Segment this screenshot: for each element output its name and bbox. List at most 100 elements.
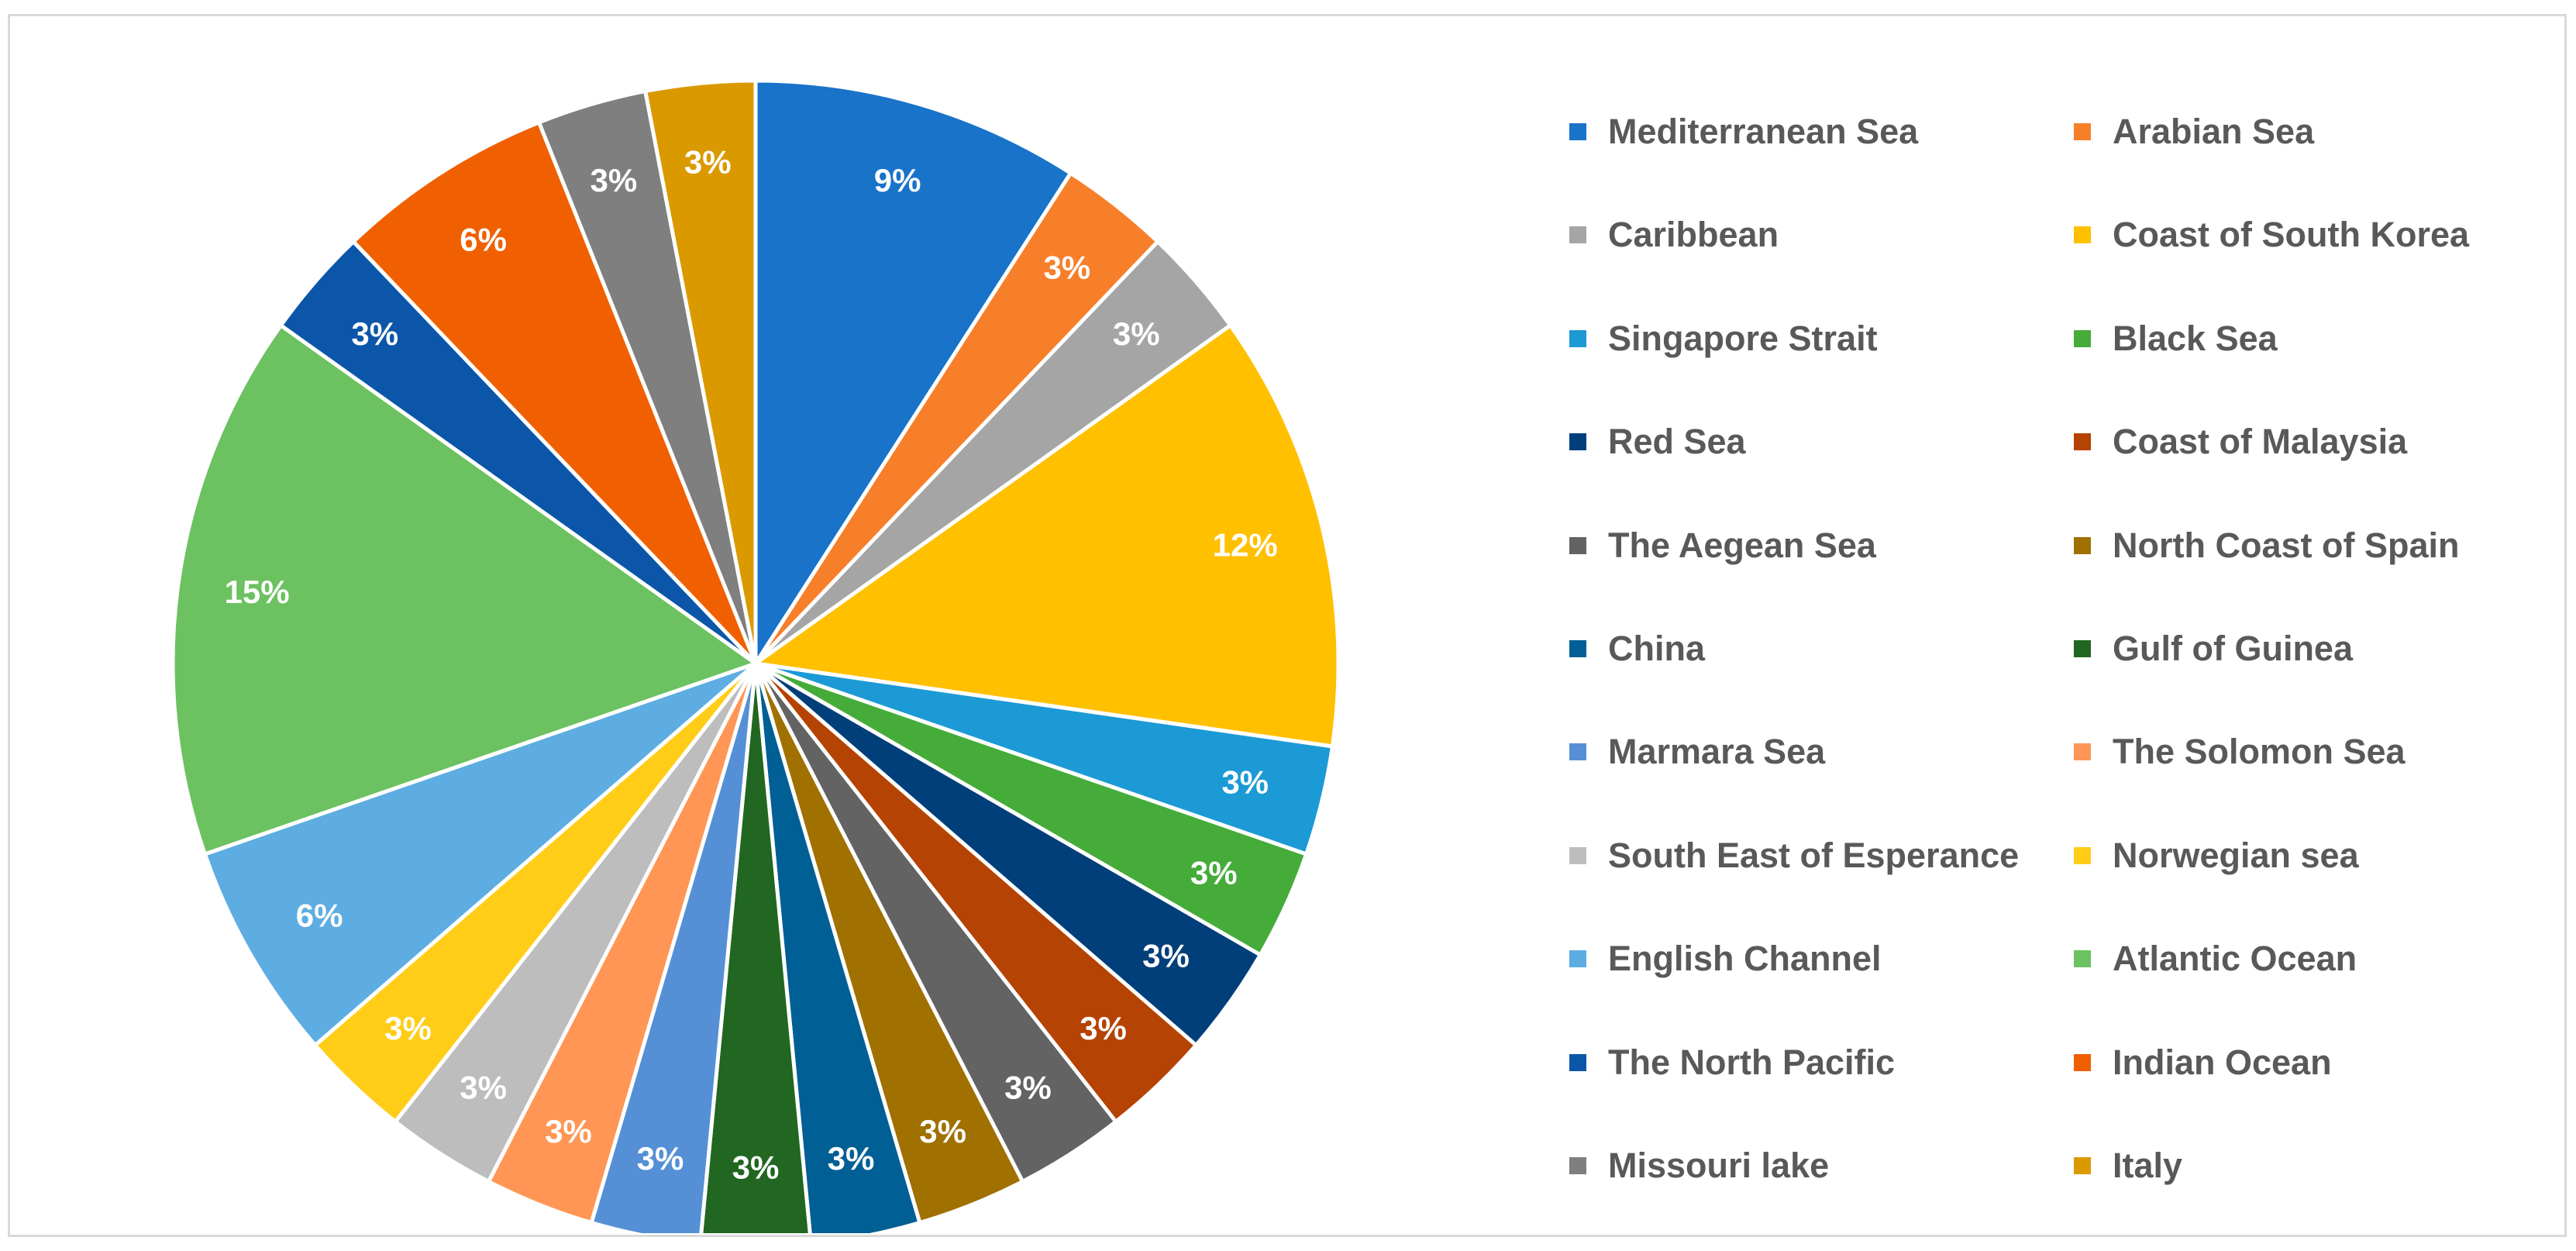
pie-slice-labels: 9% 3% 3% 12% 3% 3% 3% 3% 3% 3% 3% 3% 3% 3% 3% 3% 6% 15% 3%… bbox=[225, 143, 1278, 1185]
legend-swatch bbox=[1569, 743, 1586, 761]
legend-item: Coast of Malaysia bbox=[2074, 418, 2554, 521]
slice-data-label: 6% bbox=[296, 898, 343, 934]
legend-item: Norwegian sea bbox=[2074, 832, 2554, 935]
slice-data-label: 6% bbox=[460, 222, 507, 258]
legend-label: South East of Esperance bbox=[1608, 835, 2020, 875]
legend-item: Gulf of Guinea bbox=[2074, 625, 2554, 728]
legend-label: Coast of Malaysia bbox=[2113, 422, 2408, 462]
legend-item: Red Sea bbox=[1569, 418, 2074, 521]
slice-data-label: 3% bbox=[1190, 855, 1238, 891]
pie-slice bbox=[643, 78, 758, 666]
legend-item: Missouri lake bbox=[1569, 1142, 2074, 1245]
slice-data-label: 3% bbox=[591, 162, 638, 198]
legend-swatch bbox=[2074, 743, 2091, 761]
chart-frame: 9% 3% 3% 12% 3% 3% 3% 3% 3% 3% 3% 3% 3% 3% 3% 3% 6% 15% 3%… bbox=[8, 14, 2567, 1237]
legend-swatch bbox=[1569, 639, 1586, 657]
legend-label: The North Pacific bbox=[1608, 1042, 1896, 1082]
legend-swatch bbox=[2074, 1053, 2091, 1071]
legend-swatch bbox=[1569, 1053, 1586, 1071]
legend-label: China bbox=[1608, 628, 1706, 668]
pie-slice bbox=[699, 661, 812, 1233]
legend-item: South East of Esperance bbox=[1569, 832, 2074, 935]
slice-data-label: 15% bbox=[225, 574, 290, 610]
pie-chart: 9% 3% 3% 12% 3% 3% 3% 3% 3% 3% 3% 3% 3% 3% 3% 3% 6% 15% 3%… bbox=[170, 78, 1341, 1233]
legend-label: Gulf of Guinea bbox=[2113, 628, 2353, 668]
legend-label: Atlantic Ocean bbox=[2113, 939, 2357, 979]
slice-data-label: 3% bbox=[1043, 250, 1090, 286]
legend-swatch bbox=[1569, 226, 1586, 244]
legend-item: Caribbean bbox=[1569, 211, 2074, 314]
legend-label: English Channel bbox=[1608, 939, 1882, 979]
legend-item: The North Pacific bbox=[1569, 1039, 2074, 1142]
legend-label: Italy bbox=[2113, 1145, 2183, 1185]
legend-swatch bbox=[1569, 1156, 1586, 1174]
legend-label: Black Sea bbox=[2113, 318, 2278, 358]
pie-slice bbox=[170, 323, 758, 856]
legend-swatch bbox=[2074, 639, 2091, 657]
legend-label: Singapore Strait bbox=[1608, 318, 1878, 358]
slice-data-label: 3% bbox=[1004, 1069, 1052, 1105]
slice-data-label: 3% bbox=[1142, 938, 1190, 974]
legend-item: The Solomon Sea bbox=[2074, 728, 2554, 831]
slice-data-label: 3% bbox=[1221, 764, 1269, 801]
legend-label: The Aegean Sea bbox=[1608, 525, 1876, 565]
legend-swatch bbox=[2074, 226, 2091, 244]
legend-label: The Solomon Sea bbox=[2113, 732, 2406, 772]
slice-data-label: 9% bbox=[874, 162, 921, 198]
legend-item: North Coast of Spain bbox=[2074, 522, 2554, 625]
legend-label: Red Sea bbox=[1608, 422, 1746, 462]
chart-legend: Mediterranean Sea Arabian Sea Caribbean Coa… bbox=[1569, 108, 2561, 1245]
legend-swatch bbox=[1569, 950, 1586, 968]
legend-item: Mediterranean Sea bbox=[1569, 108, 2074, 211]
slice-data-label: 3% bbox=[637, 1140, 684, 1177]
legend-swatch bbox=[1569, 536, 1586, 554]
legend-label: Caribbean bbox=[1608, 215, 1779, 255]
pie-slice bbox=[753, 323, 1341, 749]
legend-label: Indian Ocean bbox=[2113, 1042, 2332, 1082]
legend-item: Black Sea bbox=[2074, 315, 2554, 418]
legend-item: The Aegean Sea bbox=[1569, 522, 2074, 625]
slice-data-label: 3% bbox=[732, 1149, 780, 1186]
slice-data-label: 3% bbox=[1113, 315, 1160, 352]
pie-slice bbox=[351, 120, 758, 666]
legend-item: China bbox=[1569, 625, 2074, 728]
legend-swatch bbox=[2074, 123, 2091, 140]
legend-swatch bbox=[2074, 1156, 2091, 1174]
legend-swatch bbox=[2074, 950, 2091, 968]
legend-swatch bbox=[1569, 123, 1586, 140]
legend-item: Coast of South Korea bbox=[2074, 211, 2554, 314]
pie-slice bbox=[753, 78, 1073, 666]
slice-data-label: 3% bbox=[919, 1113, 966, 1149]
slice-data-label: 3% bbox=[351, 315, 398, 352]
legend-swatch bbox=[1569, 846, 1586, 864]
slice-data-label: 3% bbox=[684, 143, 732, 180]
legend-label: Coast of South Korea bbox=[2113, 215, 2470, 255]
legend-item: Singapore Strait bbox=[1569, 315, 2074, 418]
legend-swatch bbox=[2074, 329, 2091, 347]
legend-label: Marmara Sea bbox=[1608, 732, 1826, 772]
legend-swatch bbox=[2074, 433, 2091, 451]
legend-item: Atlantic Ocean bbox=[2074, 935, 2554, 1038]
legend-swatch bbox=[2074, 846, 2091, 864]
legend-item: Marmara Sea bbox=[1569, 728, 2074, 831]
slice-data-label: 3% bbox=[545, 1113, 592, 1149]
legend-swatch bbox=[1569, 329, 1586, 347]
legend-swatch bbox=[2074, 536, 2091, 554]
slice-data-label: 3% bbox=[384, 1010, 432, 1046]
slice-data-label: 3% bbox=[828, 1140, 875, 1177]
slice-data-label: 3% bbox=[1080, 1010, 1127, 1046]
pie-slice bbox=[202, 661, 758, 1047]
legend-label: Arabian Sea bbox=[2113, 112, 2315, 151]
legend-item: Indian Ocean bbox=[2074, 1039, 2554, 1142]
slice-data-label: 12% bbox=[1213, 526, 1278, 563]
legend-label: North Coast of Spain bbox=[2113, 525, 2460, 565]
legend-swatch bbox=[1569, 433, 1586, 451]
pie-slices bbox=[170, 78, 1341, 1233]
legend-label: Mediterranean Sea bbox=[1608, 112, 1919, 151]
legend-item: English Channel bbox=[1569, 935, 2074, 1038]
legend-label: Norwegian sea bbox=[2113, 835, 2359, 875]
legend-item: Arabian Sea bbox=[2074, 108, 2554, 211]
legend-item: Italy bbox=[2074, 1142, 2554, 1245]
slice-data-label: 3% bbox=[460, 1069, 507, 1105]
legend-label: Missouri lake bbox=[1608, 1145, 1830, 1185]
